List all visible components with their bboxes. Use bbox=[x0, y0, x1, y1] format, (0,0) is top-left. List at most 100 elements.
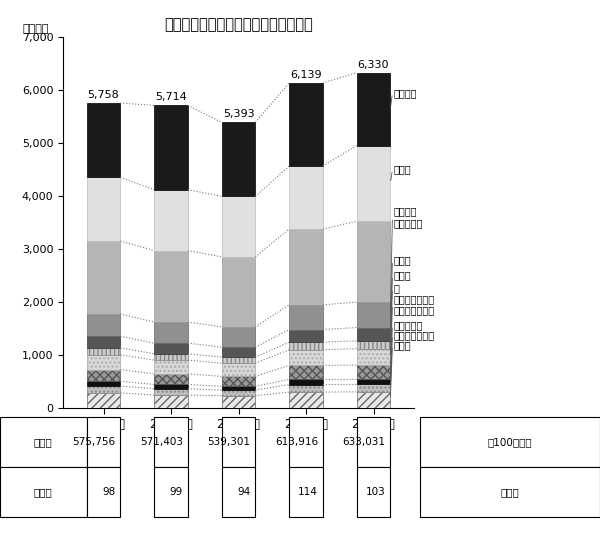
Bar bbox=[221, 327, 256, 347]
FancyBboxPatch shape bbox=[86, 417, 121, 467]
Text: パレタイザー・
デパレタイザー: パレタイザー・ デパレタイザー bbox=[394, 294, 435, 316]
Text: 5,393: 5,393 bbox=[223, 109, 254, 119]
Bar bbox=[356, 221, 391, 302]
FancyBboxPatch shape bbox=[289, 467, 323, 518]
Bar bbox=[289, 229, 323, 305]
Text: 5,758: 5,758 bbox=[88, 90, 119, 100]
Text: 仕分け・
ピッキング: 仕分け・ ピッキング bbox=[394, 206, 423, 228]
FancyBboxPatch shape bbox=[154, 417, 188, 467]
Bar bbox=[221, 386, 256, 390]
Bar bbox=[86, 369, 121, 381]
Bar bbox=[154, 360, 188, 374]
Text: 99: 99 bbox=[170, 487, 183, 497]
FancyBboxPatch shape bbox=[356, 417, 391, 467]
Text: 台車系: 台車系 bbox=[394, 165, 412, 175]
Bar bbox=[154, 395, 188, 408]
FancyBboxPatch shape bbox=[289, 417, 323, 467]
FancyBboxPatch shape bbox=[86, 467, 121, 518]
Bar bbox=[289, 342, 323, 350]
Bar bbox=[154, 190, 188, 251]
FancyBboxPatch shape bbox=[420, 467, 600, 518]
Bar bbox=[86, 177, 121, 241]
Text: 539,301: 539,301 bbox=[208, 437, 251, 447]
Bar bbox=[289, 305, 323, 329]
Bar bbox=[86, 103, 121, 177]
Text: 6,330: 6,330 bbox=[358, 60, 389, 70]
Text: 94: 94 bbox=[238, 487, 251, 497]
Bar bbox=[154, 374, 188, 384]
FancyBboxPatch shape bbox=[221, 417, 256, 467]
Text: 571,403: 571,403 bbox=[140, 437, 183, 447]
Bar bbox=[221, 363, 256, 376]
FancyBboxPatch shape bbox=[154, 467, 188, 518]
Bar bbox=[154, 389, 188, 395]
FancyBboxPatch shape bbox=[0, 417, 86, 467]
Text: 6,139: 6,139 bbox=[290, 70, 322, 80]
FancyBboxPatch shape bbox=[420, 417, 600, 467]
FancyBboxPatch shape bbox=[221, 467, 256, 518]
Text: 自動倉庫: 自動倉庫 bbox=[394, 88, 417, 98]
Bar bbox=[356, 328, 391, 341]
Bar bbox=[221, 347, 256, 357]
Text: （億円）: （億円） bbox=[23, 23, 49, 34]
Bar bbox=[356, 349, 391, 365]
FancyBboxPatch shape bbox=[356, 467, 391, 518]
Bar bbox=[356, 384, 391, 392]
Bar bbox=[86, 386, 121, 393]
Text: 633,031: 633,031 bbox=[343, 437, 386, 447]
Text: 前年比: 前年比 bbox=[34, 487, 53, 497]
Bar bbox=[86, 393, 121, 408]
Bar bbox=[221, 123, 256, 196]
Bar bbox=[356, 73, 391, 146]
Bar bbox=[289, 365, 323, 379]
Bar bbox=[154, 251, 188, 322]
Bar bbox=[154, 322, 188, 343]
Text: その他: その他 bbox=[394, 340, 412, 350]
Text: （％）: （％） bbox=[500, 487, 520, 497]
Bar bbox=[221, 196, 256, 257]
Bar bbox=[356, 146, 391, 221]
Text: 98: 98 bbox=[103, 487, 116, 497]
Bar bbox=[289, 166, 323, 229]
Text: 棚: 棚 bbox=[394, 283, 400, 293]
Bar bbox=[221, 376, 256, 386]
Bar bbox=[86, 348, 121, 355]
Bar bbox=[356, 365, 391, 379]
Title: 物流システム機器の総売上金額の推移: 物流システム機器の総売上金額の推移 bbox=[164, 17, 313, 32]
Text: 114: 114 bbox=[298, 487, 318, 497]
Text: 垂直搬送機: 垂直搬送機 bbox=[394, 320, 423, 330]
Text: （100万円）: （100万円） bbox=[488, 437, 532, 447]
Text: 575,756: 575,756 bbox=[73, 437, 116, 447]
Text: 金　額: 金 額 bbox=[34, 437, 53, 447]
Bar bbox=[289, 384, 323, 392]
Bar bbox=[154, 384, 188, 389]
Bar bbox=[221, 257, 256, 327]
Text: 613,916: 613,916 bbox=[275, 437, 318, 447]
Text: 103: 103 bbox=[366, 487, 386, 497]
Bar bbox=[154, 343, 188, 354]
Bar bbox=[154, 106, 188, 190]
Bar bbox=[86, 241, 121, 314]
Bar bbox=[221, 395, 256, 408]
Bar bbox=[289, 379, 323, 384]
Bar bbox=[289, 350, 323, 365]
Bar bbox=[221, 390, 256, 395]
FancyBboxPatch shape bbox=[0, 467, 86, 518]
Bar bbox=[86, 355, 121, 369]
Bar bbox=[86, 381, 121, 386]
Bar bbox=[356, 341, 391, 349]
Bar bbox=[356, 392, 391, 408]
Bar bbox=[289, 83, 323, 166]
Bar bbox=[356, 379, 391, 384]
Text: コンピューター: コンピューター bbox=[394, 330, 435, 340]
Bar bbox=[289, 392, 323, 408]
Bar bbox=[86, 336, 121, 348]
Bar bbox=[154, 354, 188, 360]
Bar bbox=[221, 357, 256, 363]
Text: 5,714: 5,714 bbox=[155, 92, 187, 102]
Bar bbox=[86, 314, 121, 336]
Text: 回転棚: 回転棚 bbox=[394, 256, 412, 265]
Text: 移動棚: 移動棚 bbox=[394, 270, 412, 280]
Bar bbox=[289, 329, 323, 342]
Bar bbox=[356, 302, 391, 328]
